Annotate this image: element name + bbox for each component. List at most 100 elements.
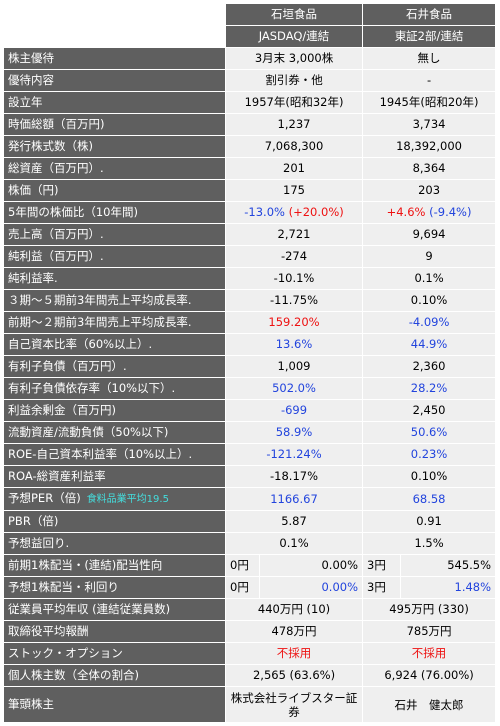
company-b-name: 石井食品	[362, 3, 497, 26]
comparison-table: 石垣食品 石井食品 JASDAQ/連結 東証2部/連結 株主優待 3月末 3,0…	[3, 3, 497, 723]
row-label: ROA-総資産利益率	[3, 465, 226, 488]
row-retained-earnings: 利益余剰金（百万円) -699 2,450	[3, 399, 497, 422]
value-b: 0.91	[362, 510, 497, 533]
row-label: 従業員平均年収 (連結従業員数)	[3, 598, 226, 621]
row-net-margin: 純利益率. -10.1% 0.1%	[3, 267, 497, 290]
value-a: 割引券・他	[224, 69, 364, 92]
row-label: 株主優待	[3, 47, 226, 70]
company-name-row: 石垣食品 石井食品	[3, 3, 497, 26]
company-a-name: 石垣食品	[224, 3, 364, 26]
row-total-assets: 総資産（百万円）. 201 8,364	[3, 157, 497, 180]
row-label: 予想PER（倍) 食料品業平均19.5	[3, 487, 226, 511]
row-earnings-yield: 予想益回り. 0.1% 1.5%	[3, 532, 497, 555]
row-label: 発行株式数（株)	[3, 135, 226, 158]
value-a: 1957年(昭和32年)	[224, 91, 364, 114]
value-b: 0.1%	[362, 267, 497, 290]
value-b: -	[362, 69, 497, 92]
value-b: -4.09%	[362, 311, 497, 334]
row-label: 前期～２期前3年間売上平均成長率.	[3, 311, 226, 334]
value-a: 440万円 (10)	[224, 598, 364, 621]
row-label: 5年間の株価比（10年間)	[3, 201, 226, 224]
value-a: -274	[224, 245, 364, 268]
row-label: 設立年	[3, 91, 226, 114]
value-b: 785万円	[362, 620, 497, 643]
value-a: 1166.67	[224, 487, 364, 511]
value-b: 6,924 (76.00%)	[362, 664, 497, 687]
value-b-yield: 1.48%	[400, 576, 497, 599]
value-a: -10.1%	[224, 267, 364, 290]
value-a-yield: 0.00%	[258, 576, 364, 599]
value-a: 478万円	[224, 620, 364, 643]
row-benefit-content: 優待内容 割引券・他 -	[3, 69, 497, 92]
value-a: 159.20%	[224, 311, 364, 334]
row-market-cap: 時価総額（百万円) 1,237 3,734	[3, 113, 497, 136]
row-equity-ratio: 自己資本比率（60%以上）. 13.6% 44.9%	[3, 333, 497, 356]
row-label: 純利益（百万円）.	[3, 245, 226, 268]
value-b-payout: 545.5%	[400, 554, 497, 577]
row-stock-option: ストック・オプション 不採用 不採用	[3, 642, 497, 665]
value-b: 0.10%	[362, 289, 497, 312]
row-label: 優待内容	[3, 69, 226, 92]
value-b: 2,450	[362, 399, 497, 422]
row-label: 自己資本比率（60%以上）.	[3, 333, 226, 356]
value-a: -13.0% (+20.0%)	[224, 201, 364, 224]
row-sales: 売上高（百万円）. 2,721 9,694	[3, 223, 497, 246]
value-b: 8,364	[362, 157, 497, 180]
row-net-income: 純利益（百万円）. -274 9	[3, 245, 497, 268]
row-shares-issued: 発行株式数（株) 7,068,300 18,392,000	[3, 135, 497, 158]
row-roe: ROE-自己資本利益率（10%以上）. -121.24% 0.23%	[3, 443, 497, 466]
value-b-main: +4.6%	[386, 205, 426, 219]
corner-cell	[3, 25, 226, 48]
value-b: 0.10%	[362, 465, 497, 488]
company-b-market: 東証2部/連結	[362, 25, 497, 48]
value-a: 7,068,300	[224, 135, 364, 158]
row-shareholder-benefit: 株主優待 3月末 3,000株 無し	[3, 47, 497, 70]
industry-average-note: 食料品業平均19.5	[86, 494, 169, 505]
value-a: 不採用	[224, 642, 364, 665]
value-b-dividend: 3円	[362, 554, 402, 577]
value-b: 1945年(昭和20年)	[362, 91, 497, 114]
value-b: 1.5%	[362, 532, 497, 555]
row-label: 前期1株配当・(連結)配当性向	[3, 554, 226, 577]
value-b: 9,694	[362, 223, 497, 246]
row-label: ストック・オプション	[3, 642, 226, 665]
company-a-market: JASDAQ/連結	[224, 25, 364, 48]
value-a: 1,009	[224, 355, 364, 378]
row-label: 流動資産/流動負債（50%以下)	[3, 421, 226, 444]
row-forecast-per: 予想PER（倍) 食料品業平均19.5 1166.67 68.58	[3, 487, 497, 511]
row-debt-dependency: 有利子負債依存率（10%以下）. 502.0% 28.2%	[3, 377, 497, 400]
value-b: 無し	[362, 47, 497, 70]
value-a: -121.24%	[224, 443, 364, 466]
value-a: 175	[224, 179, 364, 202]
value-a: 58.9%	[224, 421, 364, 444]
row-label: 純利益率.	[3, 267, 226, 290]
value-b: 50.6%	[362, 421, 497, 444]
value-a: 5.87	[224, 510, 364, 533]
row-label: ３期～５期前3年間売上平均成長率.	[3, 289, 226, 312]
value-b: 203	[362, 179, 497, 202]
row-individual-shareholders: 個人株主数（全体の割合) 2,565 (63.6%) 6,924 (76.00%…	[3, 664, 497, 687]
value-a: 1,237	[224, 113, 364, 136]
value-a: 201	[224, 157, 364, 180]
value-a: 0.1%	[224, 532, 364, 555]
row-roa: ROA-総資産利益率 -18.17% 0.10%	[3, 465, 497, 488]
row-director-pay: 取締役平均報酬 478万円 785万円	[3, 620, 497, 643]
row-label-text: 予想PER（倍)	[8, 491, 81, 505]
value-a: -11.75%	[224, 289, 364, 312]
corner-cell	[3, 3, 226, 26]
row-price-ratio-5y: 5年間の株価比（10年間) -13.0% (+20.0%) +4.6% (-9.…	[3, 201, 497, 224]
value-b: 3,734	[362, 113, 497, 136]
value-a: 13.6%	[224, 333, 364, 356]
row-interest-debt: 有利子負債（百万円）. 1,009 2,360	[3, 355, 497, 378]
value-a-dividend: 0円	[225, 554, 260, 577]
row-forecast-dividend-yield: 予想1株配当・利回り 0円 0.00% 3円 1.48%	[3, 576, 497, 599]
value-a: 502.0%	[224, 377, 364, 400]
row-label: 個人株主数（全体の割合)	[3, 664, 226, 687]
row-label: 筆頭株主	[3, 686, 226, 723]
value-b: 0.23%	[362, 443, 497, 466]
row-founded: 設立年 1957年(昭和32年) 1945年(昭和20年)	[3, 91, 497, 114]
row-label: 有利子負債（百万円）.	[3, 355, 226, 378]
row-label: 時価総額（百万円)	[3, 113, 226, 136]
value-a-paren: (+20.0%)	[288, 205, 344, 219]
row-top-shareholder: 筆頭株主 株式会社ライブスター証券 石井 健太郎	[3, 686, 497, 723]
